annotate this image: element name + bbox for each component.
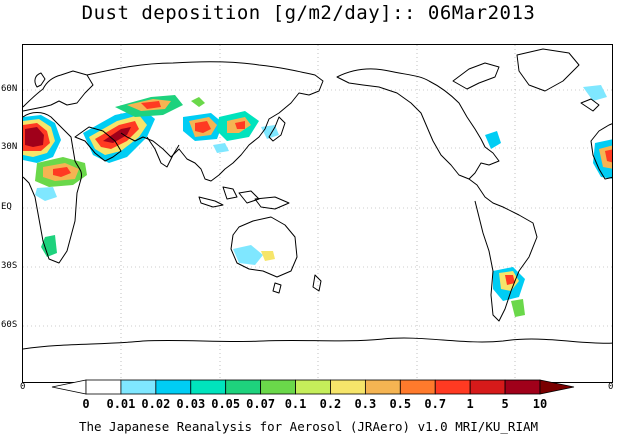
colorbar-cell	[504, 379, 541, 395]
colorbar-label: 0.3	[354, 397, 377, 411]
colorbar-label: 0.7	[424, 397, 447, 411]
colorbar-label: 0.1	[284, 397, 307, 411]
colorbar-cell	[260, 379, 296, 395]
colorbar-cell-above	[539, 379, 575, 395]
lat-label-30s: 30S	[1, 261, 18, 271]
colorbar-label: 0.01	[106, 397, 136, 411]
colorbar-cell	[295, 379, 331, 395]
colorbar-cell	[434, 379, 471, 395]
colorbar-cell	[190, 379, 227, 395]
world-map	[23, 45, 612, 382]
edge-label-left: 0	[20, 382, 26, 392]
coastlines	[23, 48, 612, 350]
colorbar-cell	[469, 379, 506, 395]
lat-label-60n: 60N	[1, 84, 18, 94]
dust-shading	[23, 85, 612, 317]
colorbar-label: 0.07	[246, 397, 276, 411]
colorbar	[51, 379, 575, 395]
colorbar-cell	[399, 379, 436, 395]
map-gridlines	[23, 45, 612, 382]
colorbar-label: 0.02	[141, 397, 171, 411]
footer-credit: The Japanese Reanalysis for Aerosol (JRA…	[78, 419, 539, 434]
page-title: Dust deposition [g/m2/day]:: 06Mar2013	[81, 2, 536, 24]
lat-label-30n: 30N	[1, 142, 18, 152]
colorbar-cell	[330, 379, 366, 395]
colorbar-cell	[85, 379, 122, 395]
colorbar-cell	[225, 379, 262, 395]
map-panel	[22, 44, 613, 383]
colorbar-cell	[155, 379, 192, 395]
lat-label-60s: 60S	[1, 320, 18, 330]
colorbar-label: 0.2	[319, 397, 342, 411]
colorbar-cell-below	[51, 379, 87, 395]
colorbar-cell	[364, 379, 401, 395]
colorbar-label: 0.05	[211, 397, 241, 411]
colorbar-label: 0.5	[389, 397, 412, 411]
colorbar-cell	[120, 379, 157, 395]
colorbar-label: 5	[501, 397, 509, 411]
colorbar-label: 0	[82, 397, 90, 411]
colorbar-label: 10	[532, 397, 548, 411]
colorbar-label: 1	[466, 397, 474, 411]
edge-label-right: 0	[608, 382, 614, 392]
colorbar-label: 0.03	[176, 397, 206, 411]
lat-label-eq: EQ	[1, 202, 12, 212]
